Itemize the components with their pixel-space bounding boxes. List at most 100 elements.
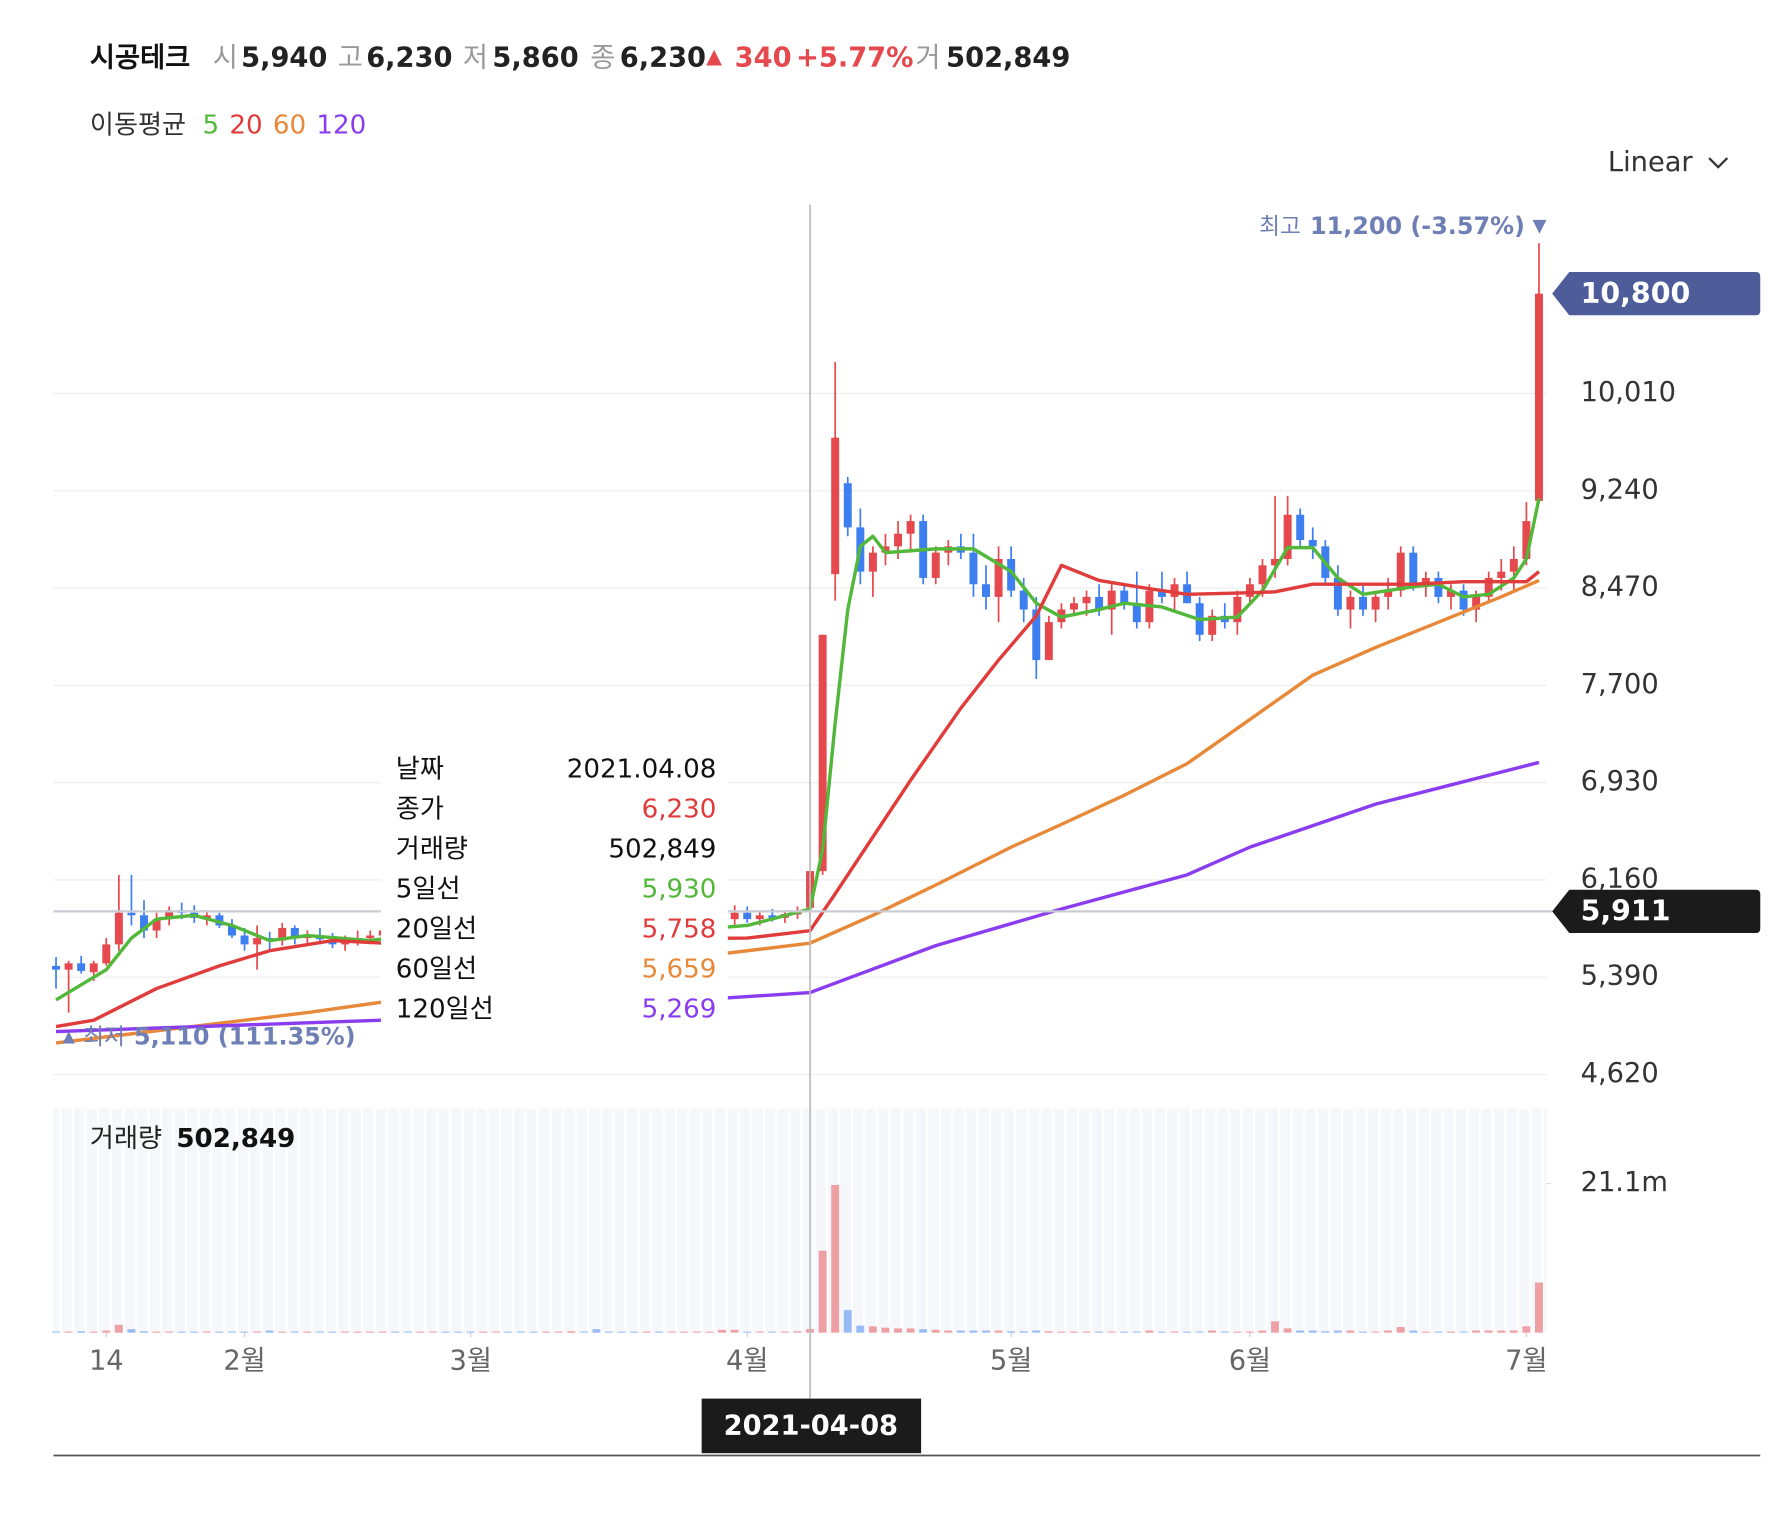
volume-bar [1057, 1331, 1066, 1333]
volume-bar [768, 1331, 777, 1333]
close-label: 종 [590, 43, 615, 74]
volume-bar [202, 1331, 211, 1333]
candle-body [1271, 558, 1280, 566]
candle-body [127, 912, 136, 916]
ma-line [55, 563, 1541, 1029]
high-annotation-arrow: ▼ [1533, 215, 1547, 236]
volume-bar [253, 1331, 262, 1333]
close-value: 6,230 [620, 43, 706, 74]
volume-bar [1208, 1330, 1217, 1333]
candle-body [1359, 596, 1368, 610]
y-tick-label: 9,240 [1581, 474, 1659, 505]
candle-body [1007, 558, 1016, 591]
volume-bar [240, 1331, 249, 1333]
tooltip-value: 5,930 [642, 874, 717, 904]
candle-body [152, 919, 161, 931]
candle-body [1509, 558, 1518, 572]
volume-bar [529, 1331, 538, 1333]
x-tick-label: 7월 [1505, 1346, 1547, 1377]
candle-body [831, 437, 840, 575]
legend-entry: 5 [202, 111, 219, 141]
legend-title: 이동평균 [90, 111, 186, 141]
volume-bar [831, 1184, 840, 1333]
volume-bar [1170, 1331, 1179, 1333]
tooltip-value: 502,849 [608, 834, 716, 864]
tooltip-label: 5일선 [396, 874, 461, 904]
volume-bar [843, 1310, 852, 1333]
open-value: 5,940 [241, 43, 327, 74]
volume-tick-label: 21.1m [1581, 1167, 1668, 1198]
volume-bar [856, 1325, 865, 1333]
candle-body [1069, 603, 1078, 610]
candle-body [1434, 577, 1443, 597]
x-tick-label: 3월 [450, 1346, 492, 1377]
candle-body [881, 546, 890, 553]
volume-bar [215, 1331, 224, 1333]
legend-entry: 120 [316, 111, 366, 141]
volume-bar [592, 1329, 601, 1333]
volume-bar [1321, 1331, 1330, 1333]
tooltip-value: 5,659 [642, 954, 717, 984]
candle-body [894, 533, 903, 547]
scale-menu-label[interactable]: Linear [1608, 147, 1694, 178]
volume-bar [692, 1331, 701, 1333]
volume-bar [504, 1331, 513, 1333]
volume-bar [931, 1329, 940, 1333]
volume-bar [1509, 1330, 1518, 1333]
low-label: 저 [463, 43, 488, 74]
volume-bar [780, 1331, 789, 1333]
volume-bar [265, 1330, 274, 1333]
crosshair-date-box [701, 1398, 922, 1454]
volume-bar [454, 1331, 463, 1333]
candle-body [227, 925, 236, 936]
tooltip-label: 종가 [396, 794, 444, 824]
volume-bar [969, 1330, 978, 1333]
volume-bar [1472, 1330, 1481, 1333]
volume-bar [1069, 1331, 1078, 1333]
low-annotation-label: 최저 [83, 1025, 125, 1051]
volume-bar [190, 1331, 199, 1333]
tags: 4,620 5,390 6,160 6,930 7,700 8,470 9,240 10,01… [701, 272, 1761, 1454]
candle-body [52, 965, 61, 970]
scale-menu[interactable]: Linear [1608, 147, 1729, 178]
volume-bar [1371, 1331, 1380, 1333]
volume-bar [341, 1331, 350, 1333]
volume-bar [1120, 1331, 1129, 1333]
candle-body [994, 558, 1003, 597]
tooltip: 날짜 2021.04.08 종가 6,230 거래량 502,849 5일선 5,930 20일… [396, 754, 717, 1024]
candle-body [290, 927, 299, 939]
volume-bar [491, 1331, 500, 1333]
volume-bar [378, 1331, 387, 1333]
candle-body [165, 910, 174, 920]
tooltip-label: 거래량 [396, 834, 468, 864]
candle-body [1296, 514, 1305, 541]
volume-bar [1333, 1330, 1342, 1333]
open-label: 시 [213, 43, 238, 74]
candle-body [1107, 590, 1116, 610]
candle-body [1371, 596, 1380, 610]
volume-bar [1007, 1331, 1016, 1333]
volume-bar [1396, 1327, 1405, 1333]
candle-body [253, 938, 262, 945]
change-arrow: ▲ [706, 44, 722, 68]
x-tick-label: 14 [89, 1346, 124, 1377]
high-value: 6,230 [366, 43, 452, 74]
y-tick-label: 6,930 [1581, 766, 1659, 797]
candle-body [818, 634, 827, 872]
y-tick-label: 4,620 [1581, 1058, 1659, 1089]
candle-body [1447, 590, 1455, 597]
candle-body [102, 944, 111, 964]
tooltip-label: 120일선 [396, 994, 494, 1024]
candle-body [1044, 622, 1053, 661]
x-tick-label: 6월 [1229, 1346, 1271, 1377]
volume-bar [328, 1331, 337, 1333]
volume-bar [391, 1331, 400, 1333]
volume-bar [567, 1331, 576, 1333]
tooltip-value: 6,230 [642, 794, 717, 824]
change-percent: +5.77% [796, 43, 913, 74]
candle-body [1308, 540, 1317, 547]
candle-body [906, 521, 915, 534]
x-tick-label: 5월 [990, 1346, 1032, 1377]
candle-body [1082, 596, 1091, 604]
candle-body [1245, 584, 1254, 597]
